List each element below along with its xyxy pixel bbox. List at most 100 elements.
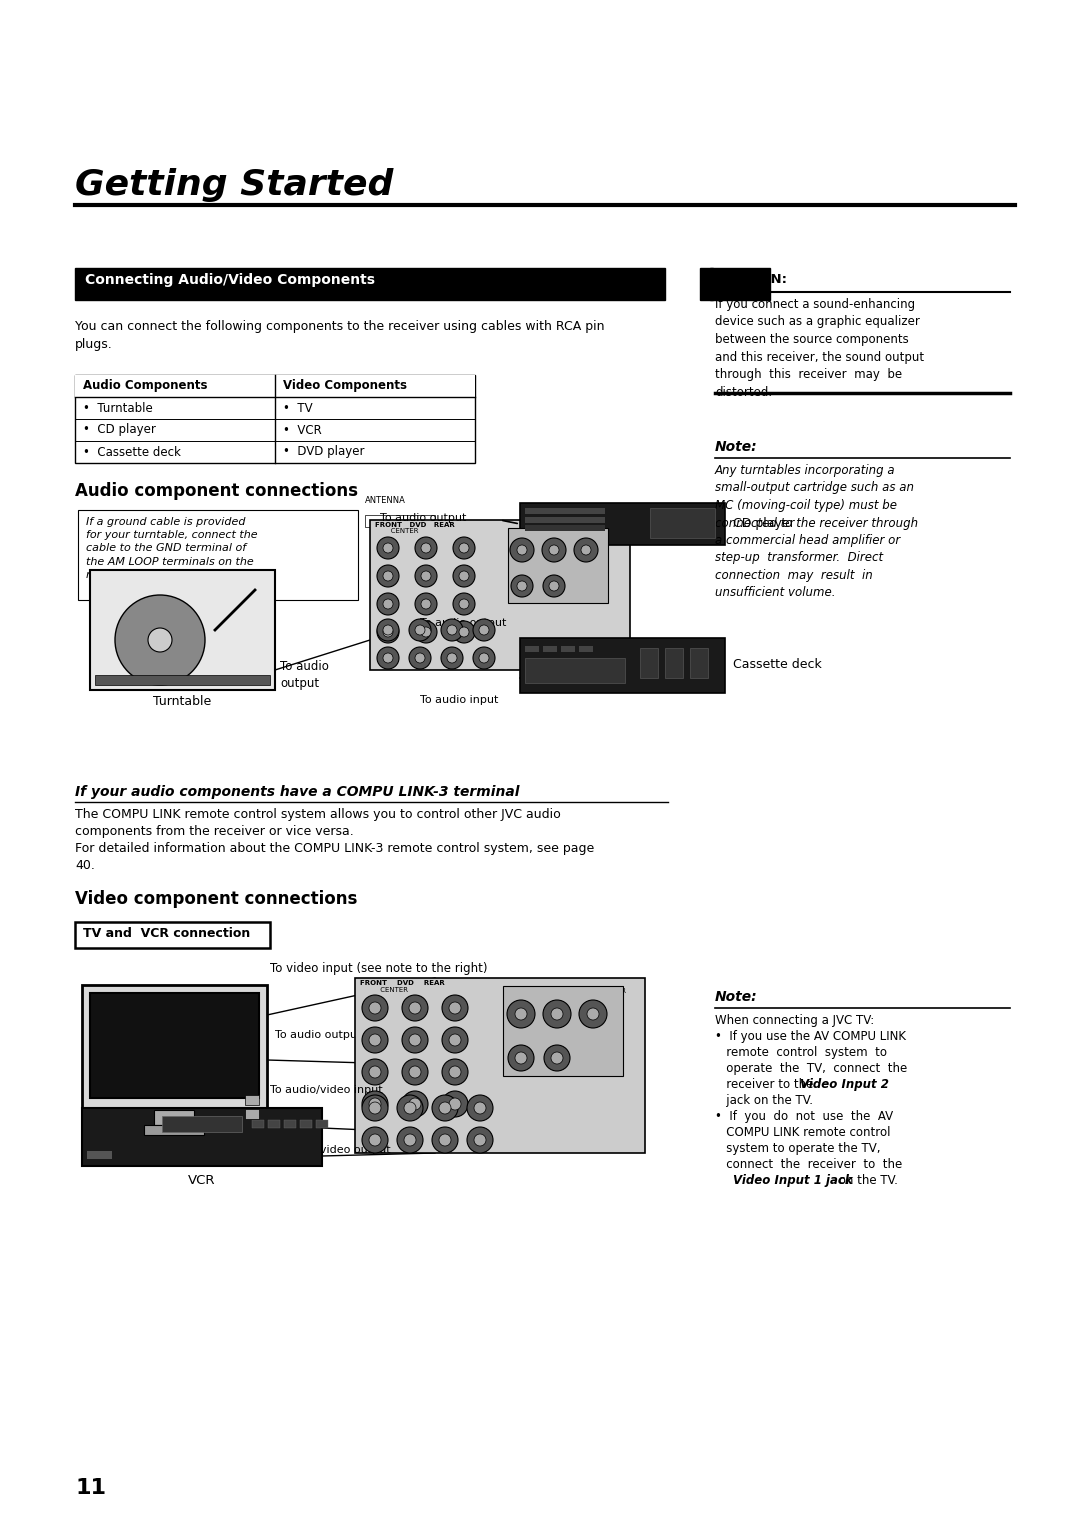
Circle shape xyxy=(447,625,457,635)
Circle shape xyxy=(409,1001,421,1014)
Text: connect  the  receiver  to  the: connect the receiver to the xyxy=(715,1157,902,1171)
Circle shape xyxy=(362,1092,388,1118)
Bar xyxy=(268,1121,280,1128)
Text: To audio/video input: To audio/video input xyxy=(270,1085,382,1095)
Circle shape xyxy=(377,648,399,669)
Text: CD player: CD player xyxy=(733,517,795,531)
Circle shape xyxy=(383,625,393,635)
Circle shape xyxy=(459,628,469,637)
Text: 40.: 40. xyxy=(75,859,95,873)
Text: ANTENNA: ANTENNA xyxy=(365,496,406,505)
Circle shape xyxy=(415,654,426,663)
Circle shape xyxy=(453,565,475,586)
Text: For detailed information about the COMPU LINK-3 remote control system, see page: For detailed information about the COMPU… xyxy=(75,842,594,854)
Circle shape xyxy=(515,1052,527,1064)
Circle shape xyxy=(421,544,431,553)
Text: CAUTION:: CAUTION: xyxy=(715,273,787,286)
Text: Turntable: Turntable xyxy=(153,695,211,707)
Circle shape xyxy=(459,571,469,580)
Circle shape xyxy=(383,654,393,663)
Text: Note:: Note: xyxy=(715,439,758,455)
Circle shape xyxy=(438,1134,451,1147)
Text: To audio
output: To audio output xyxy=(280,660,329,690)
Circle shape xyxy=(383,628,393,637)
Text: •  DVD player: • DVD player xyxy=(283,446,365,458)
Text: jack on the TV.: jack on the TV. xyxy=(715,1095,813,1107)
Text: The COMPU LINK remote control system allows you to control other JVC audio: The COMPU LINK remote control system all… xyxy=(75,808,561,821)
Circle shape xyxy=(409,648,431,669)
Bar xyxy=(370,521,630,671)
Circle shape xyxy=(588,1007,599,1020)
Bar xyxy=(154,1110,194,1125)
Circle shape xyxy=(449,1033,461,1046)
Circle shape xyxy=(542,537,566,562)
Circle shape xyxy=(515,1007,527,1020)
Bar xyxy=(365,514,435,527)
Bar xyxy=(503,986,623,1076)
Bar xyxy=(525,508,605,514)
Circle shape xyxy=(409,1066,421,1078)
Text: TV: TV xyxy=(165,1148,183,1160)
Circle shape xyxy=(473,648,495,669)
Text: VCR: VCR xyxy=(508,1033,525,1043)
Bar xyxy=(75,375,475,397)
Circle shape xyxy=(362,1127,388,1153)
Circle shape xyxy=(397,1127,423,1153)
Circle shape xyxy=(409,1033,421,1046)
Circle shape xyxy=(402,1027,428,1053)
Text: To audio output: To audio output xyxy=(420,619,507,628)
Text: To audio output: To audio output xyxy=(275,1030,362,1040)
Bar xyxy=(525,517,605,524)
Text: To video input (see note to the right): To video input (see note to the right) xyxy=(270,961,487,975)
Circle shape xyxy=(549,545,559,556)
Circle shape xyxy=(362,1027,388,1053)
Text: VCR: VCR xyxy=(188,1174,216,1187)
Circle shape xyxy=(402,1092,428,1118)
Circle shape xyxy=(447,654,457,663)
Bar xyxy=(75,268,665,300)
Bar xyxy=(162,1116,242,1131)
Bar xyxy=(678,268,683,1128)
Circle shape xyxy=(369,1001,381,1014)
Circle shape xyxy=(517,580,527,591)
Circle shape xyxy=(453,592,475,615)
Circle shape xyxy=(377,537,399,559)
Bar xyxy=(78,510,357,600)
Bar xyxy=(525,658,625,683)
Bar xyxy=(543,646,557,652)
Bar xyxy=(710,268,713,300)
Circle shape xyxy=(507,1000,535,1027)
Bar xyxy=(519,504,725,545)
Bar xyxy=(579,646,593,652)
Bar xyxy=(87,1151,112,1159)
Circle shape xyxy=(377,592,399,615)
Bar xyxy=(519,638,725,694)
Circle shape xyxy=(473,619,495,641)
Text: CENTER: CENTER xyxy=(360,987,408,994)
Bar xyxy=(284,1121,296,1128)
Text: TV and  VCR connection: TV and VCR connection xyxy=(83,926,251,940)
Circle shape xyxy=(543,576,565,597)
Circle shape xyxy=(449,1098,461,1110)
Bar xyxy=(245,1108,259,1119)
Circle shape xyxy=(551,1052,563,1064)
Circle shape xyxy=(543,1000,571,1027)
Text: To audio input: To audio input xyxy=(420,695,498,704)
Circle shape xyxy=(459,544,469,553)
Bar xyxy=(82,984,267,1141)
Text: MONITOR
OUT: MONITOR OUT xyxy=(593,987,626,1001)
Bar xyxy=(252,1121,264,1128)
Circle shape xyxy=(114,596,205,684)
Circle shape xyxy=(508,1046,534,1072)
Circle shape xyxy=(369,1102,381,1115)
Circle shape xyxy=(415,592,437,615)
Circle shape xyxy=(402,1059,428,1085)
Text: Audio Components: Audio Components xyxy=(83,380,207,392)
Text: 11: 11 xyxy=(75,1477,106,1497)
Text: If you connect a sound-enhancing
device such as a graphic equalizer
between the : If you connect a sound-enhancing device … xyxy=(715,299,924,398)
Circle shape xyxy=(421,571,431,580)
Text: remote  control  system  to: remote control system to xyxy=(715,1046,887,1059)
Circle shape xyxy=(409,1098,421,1110)
Bar xyxy=(82,1108,322,1167)
Circle shape xyxy=(432,1127,458,1153)
